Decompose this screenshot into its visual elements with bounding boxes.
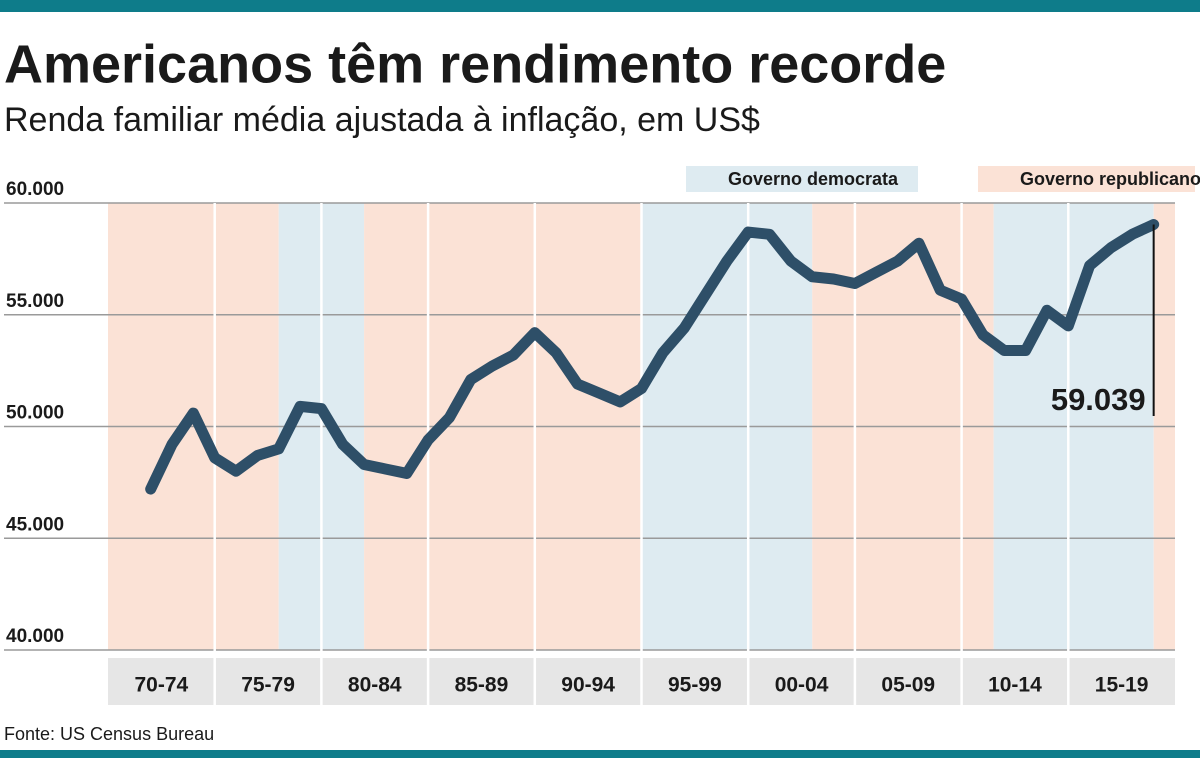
source: Fonte: US Census Bureau: [4, 724, 214, 744]
x-tick-label: 00-04: [775, 674, 829, 697]
y-tick-label: 40.000: [6, 626, 64, 647]
x-tick-label: 70-74: [134, 674, 188, 697]
x-tick-label: 10-14: [988, 674, 1042, 697]
x-tick-label: 85-89: [455, 674, 509, 697]
top-bar: [0, 0, 1200, 12]
y-tick-label: 45.000: [6, 514, 64, 535]
x-tick-label: 95-99: [668, 674, 722, 697]
y-tick-label: 60.000: [6, 179, 64, 200]
legend-swatch: [978, 166, 1195, 192]
y-tick-label: 50.000: [6, 403, 64, 424]
bottom-bar: [0, 750, 1200, 758]
legend-label: Governo democrata: [728, 169, 899, 189]
x-tick-label: 05-09: [881, 674, 935, 697]
x-tick-label: 90-94: [561, 674, 615, 697]
x-tick-label: 75-79: [241, 674, 295, 697]
legend-label: Governo republicano: [1020, 169, 1200, 189]
chart-subtitle: Renda familiar média ajustada à inflação…: [4, 101, 760, 139]
x-tick-label: 80-84: [348, 674, 402, 697]
y-tick-label: 55.000: [6, 291, 64, 312]
chart-title: Americanos têm rendimento recorde: [4, 34, 946, 94]
data-line: [145, 218, 1160, 495]
x-tick-label: 15-19: [1095, 674, 1149, 697]
value-label: 59.039: [1051, 382, 1146, 417]
legend-swatch: [686, 166, 918, 192]
